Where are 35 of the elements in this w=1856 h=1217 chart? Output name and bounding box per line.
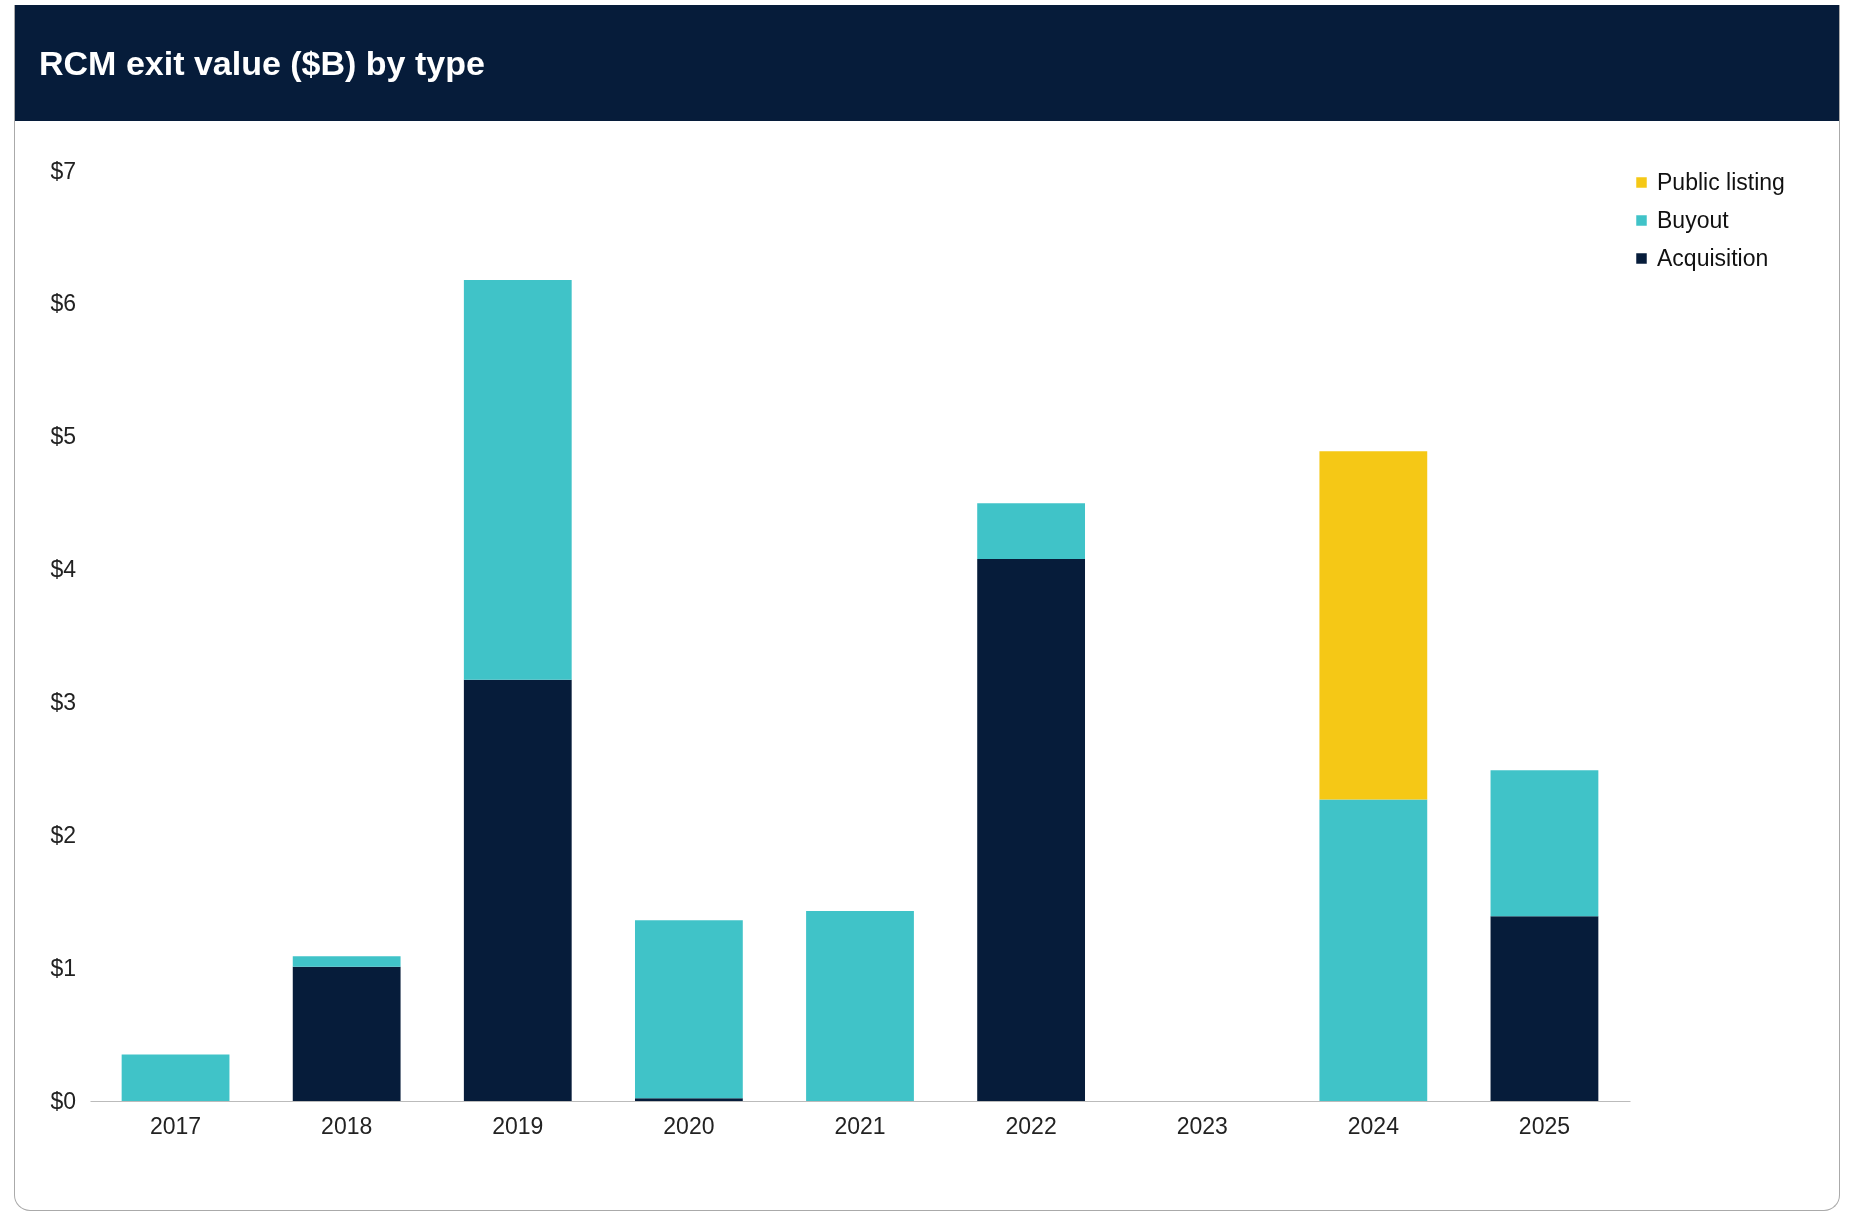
x-tick-label: 2023 [1176, 1112, 1228, 1139]
bar [292, 956, 401, 967]
x-tick-label: 2024 [1347, 1112, 1400, 1139]
legend-label: Buyout [1657, 206, 1730, 233]
bar [1490, 770, 1599, 917]
x-tick-label: 2018 [321, 1112, 373, 1139]
bar [977, 558, 1086, 1101]
y-tick-label: $2 [50, 821, 77, 848]
x-tick-label: 2017 [149, 1112, 202, 1139]
y-tick-label: $1 [50, 954, 77, 981]
bar [1319, 451, 1428, 800]
y-tick-label: $7 [50, 157, 77, 184]
legend-label: Public listing [1657, 168, 1785, 195]
bar [634, 1098, 743, 1101]
x-tick-label: 2022 [1005, 1112, 1057, 1139]
bar [634, 920, 743, 1099]
x-tick-label: 2021 [834, 1112, 886, 1139]
x-tick-label: 2019 [492, 1112, 544, 1139]
y-tick-label: $6 [50, 290, 77, 317]
bar [463, 679, 572, 1101]
legend-label: Acquisition [1657, 244, 1769, 271]
y-tick-label: $4 [50, 556, 77, 583]
y-tick-label: $0 [50, 1087, 77, 1114]
bar [292, 966, 401, 1101]
bar [463, 279, 572, 680]
x-tick-label: 2025 [1518, 1112, 1571, 1139]
x-tick-label: 2020 [663, 1112, 715, 1139]
y-tick-label: $5 [50, 423, 77, 450]
bar [121, 1054, 230, 1101]
bar [977, 503, 1086, 559]
y-tick-label: $3 [50, 688, 77, 715]
chart-title: RCM exit value ($B) by type [15, 5, 1839, 121]
bar [806, 911, 914, 1101]
bar [1319, 799, 1428, 1101]
bar [1490, 916, 1599, 1101]
